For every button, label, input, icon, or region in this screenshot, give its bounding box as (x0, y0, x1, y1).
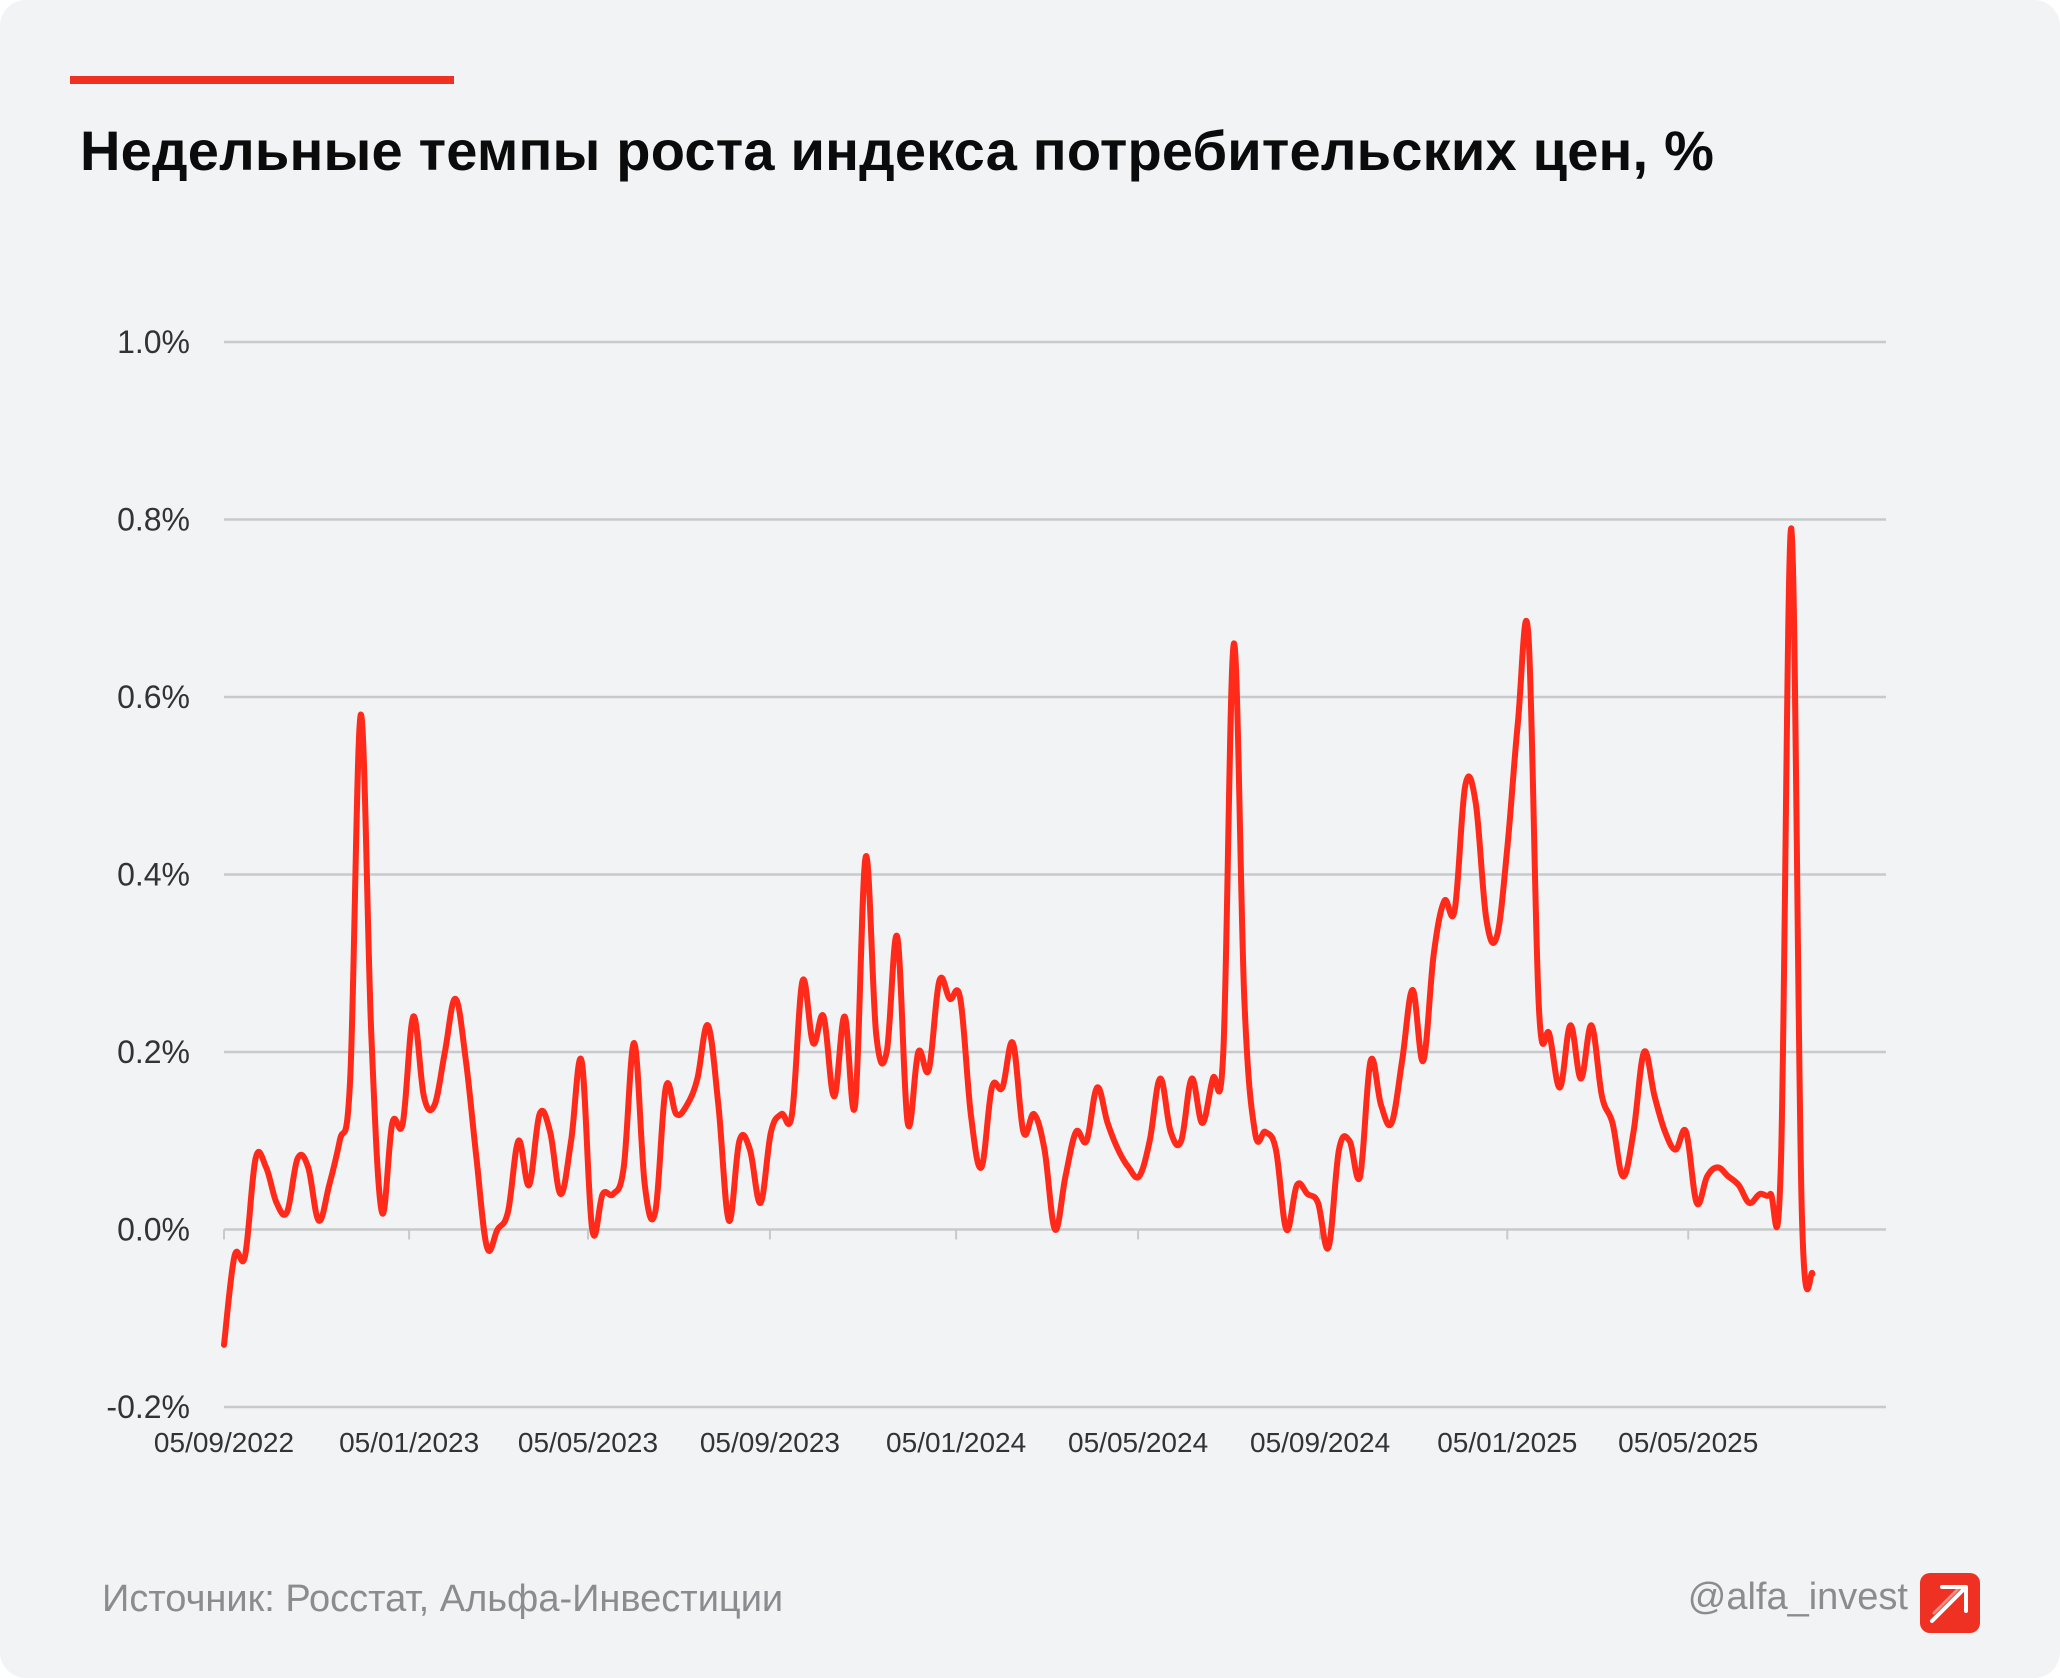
y-axis-ticks: -0.2% 0.0% 0.2% 0.4% 0.6% 0.8% 1.0% (106, 324, 190, 1425)
x-tick-label: 05/01/2024 (886, 1427, 1026, 1458)
x-tick-label: 05/09/2024 (1250, 1427, 1390, 1458)
x-tick-label: 05/05/2023 (518, 1427, 658, 1458)
x-tick-label: 05/09/2023 (700, 1427, 840, 1458)
y-tick-label: 0.8% (117, 502, 190, 538)
y-tick-label: 0.4% (117, 857, 190, 893)
y-tick-label: 0.6% (117, 679, 190, 715)
chart-title: Недельные темпы роста индекса потребител… (80, 119, 1715, 182)
y-tick-label: 1.0% (117, 324, 190, 360)
social-handle[interactable]: @alfa_invest (1687, 1576, 1908, 1618)
y-tick-label: -0.2% (106, 1389, 190, 1425)
y-tick-label: 0.2% (117, 1034, 190, 1070)
source-note: Источник: Росстат, Альфа-Инвестиции (102, 1578, 784, 1620)
alfa-arrow-logo-icon (1920, 1573, 1980, 1633)
x-tick-label: 05/01/2023 (339, 1427, 479, 1458)
cpi-weekly-line (221, 525, 1816, 1348)
x-axis-ticks: 05/09/2022 05/01/2023 05/05/2023 05/09/2023… (154, 1229, 1758, 1458)
accent-bar (70, 76, 454, 84)
series-layer (221, 525, 1816, 1348)
x-tick-label: 05/05/2024 (1068, 1427, 1208, 1458)
y-tick-label: 0.0% (117, 1212, 190, 1248)
x-tick-label: 05/01/2025 (1437, 1427, 1577, 1458)
x-tick-label: 05/09/2022 (154, 1427, 294, 1458)
grid-lines (224, 340, 1886, 1409)
x-tick-label: 05/05/2025 (1618, 1427, 1758, 1458)
